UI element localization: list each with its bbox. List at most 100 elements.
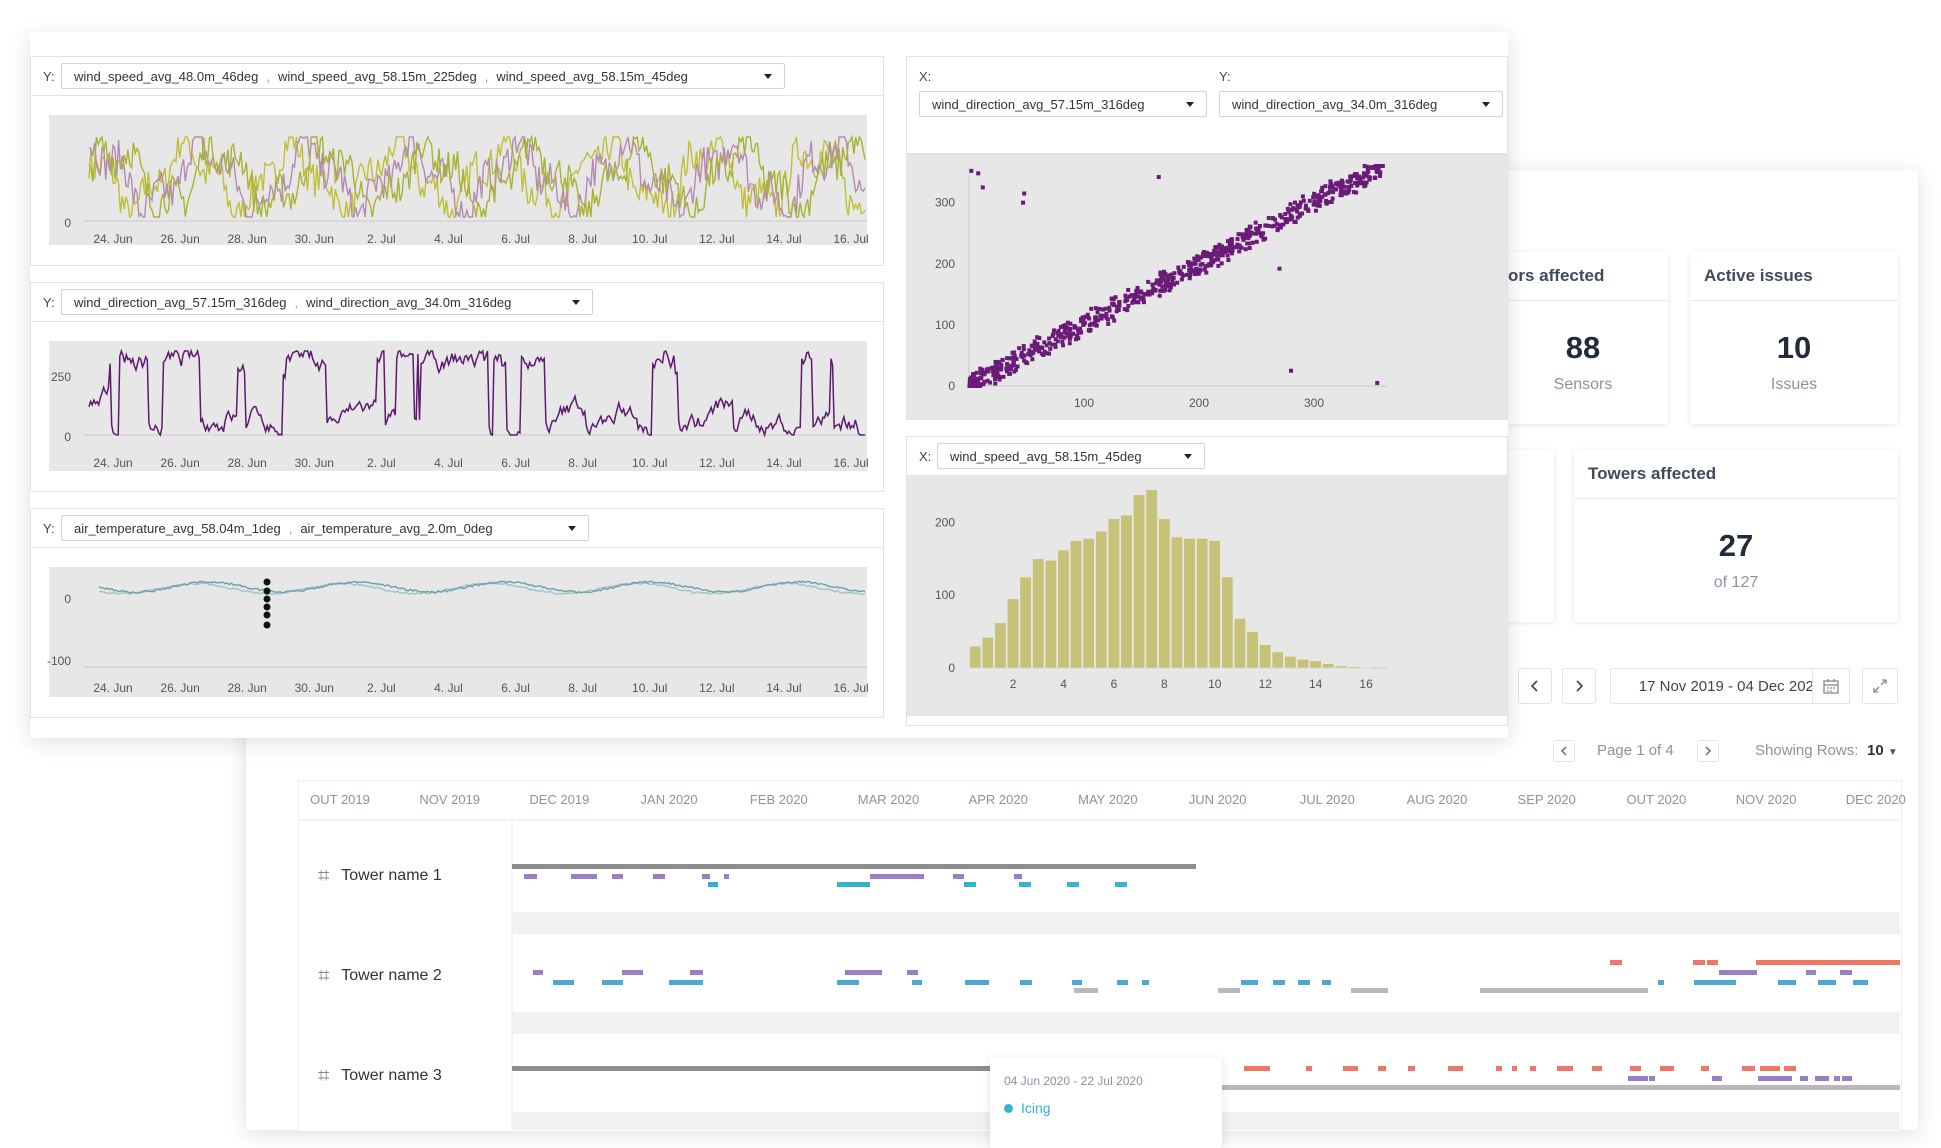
scatter-point <box>1035 346 1040 351</box>
scatter-point <box>1202 267 1207 272</box>
histogram-bar <box>1221 576 1234 669</box>
scatter-point <box>1110 296 1115 301</box>
scatter-point <box>1361 171 1366 176</box>
chart-plot: 0 -100 24. Jun 26. Jun 28. Jun 30. Jun 2. Jul 4… <box>47 578 869 695</box>
scatter-point <box>1103 306 1108 311</box>
scatter-point <box>1151 286 1156 291</box>
gantt-bar <box>964 882 976 887</box>
gantt-month-label: JUN 2020 <box>1188 792 1247 807</box>
scatter-point <box>1055 330 1060 335</box>
expand-button[interactable] <box>1862 668 1898 704</box>
series-tag: air_temperature_avg_2.0m_0deg <box>300 520 493 536</box>
scatter-point <box>1266 215 1271 220</box>
scatter-point <box>1342 184 1347 189</box>
scatter-point <box>978 370 983 375</box>
scatter-point <box>1082 320 1087 325</box>
scatter-point <box>1042 340 1047 345</box>
x-tick-label: 16 <box>1359 677 1373 691</box>
scatter-point <box>1241 237 1246 242</box>
histogram-bar <box>969 645 982 669</box>
gantt-bar <box>533 970 543 975</box>
scatter-point <box>1160 284 1165 289</box>
scatter-point <box>1328 179 1333 184</box>
gantt-bar <box>1660 1066 1674 1071</box>
scatter-point <box>1358 178 1363 183</box>
scatter-point <box>1266 223 1271 228</box>
gantt-bar <box>1222 1085 1900 1090</box>
scatter-point <box>1292 200 1297 205</box>
scatter-point <box>1005 369 1010 374</box>
scatter-point <box>1000 357 1005 362</box>
scatter-point <box>1274 221 1279 226</box>
scatter-point <box>1326 200 1331 205</box>
gantt-bar <box>1628 1076 1648 1081</box>
x-tick-label: 200 <box>1189 396 1209 410</box>
scatter-point <box>1052 328 1057 333</box>
scatter-point <box>1138 296 1143 301</box>
scatter-point <box>985 378 990 383</box>
scatter-point <box>1167 288 1172 293</box>
gantt-bar <box>1117 980 1128 985</box>
rows-select[interactable]: 10 ▼ <box>1867 742 1898 759</box>
scatter-point <box>1064 331 1069 336</box>
series-tag: wind_speed_avg_58.15m_45deg <box>496 68 688 84</box>
series-select[interactable]: wind_direction_avg_57.15m_316deg, wind_d… <box>61 289 593 315</box>
scatter-point <box>1098 313 1103 318</box>
series-select[interactable]: air_temperature_avg_58.04m_1deg, air_tem… <box>61 515 589 541</box>
scatter-point <box>992 377 997 382</box>
gantt-bar <box>953 874 964 879</box>
gantt-bar <box>1806 970 1816 975</box>
air-temperature-chart: Y: air_temperature_avg_58.04m_1deg, air_… <box>30 508 884 718</box>
x-series-select[interactable]: wind_direction_avg_57.15m_316deg <box>919 91 1207 117</box>
date-range-field[interactable]: 17 Nov 2019 - 04 Dec 2020 <box>1610 668 1850 704</box>
gantt-bar <box>1742 1066 1755 1071</box>
scatter-point <box>1294 207 1299 212</box>
x-tick-label: 12. Jul <box>699 456 734 470</box>
next-range-button[interactable] <box>1562 668 1596 704</box>
scatter-point <box>1150 291 1155 296</box>
scatter-point <box>981 370 986 375</box>
scatter-point <box>1373 164 1378 168</box>
scatter-point <box>1150 282 1155 287</box>
gantt-bar <box>845 970 882 975</box>
date-range-text: 17 Nov 2019 - 04 Dec 2020 <box>1638 677 1823 695</box>
series-tag: wind_direction_avg_34.0m_316deg <box>306 294 512 310</box>
sensors-affected-card: ors affected 88 Sensors <box>1498 252 1668 424</box>
scatter-point <box>1146 289 1151 294</box>
scatter-point <box>1346 184 1351 189</box>
scatter-point <box>1015 364 1020 369</box>
scatter-point <box>1263 236 1268 241</box>
series-select[interactable]: wind_speed_avg_48.0m_46deg, wind_speed_a… <box>61 63 785 89</box>
calendar-button[interactable] <box>1812 668 1850 704</box>
scatter-point <box>1067 336 1072 341</box>
x-tick-label: 24. Jun <box>93 681 132 695</box>
x-series-select[interactable]: wind_speed_avg_58.15m_45deg <box>937 443 1205 469</box>
scatter-point <box>1320 185 1325 190</box>
scatter-point <box>1380 164 1385 168</box>
scatter-point <box>1068 334 1073 339</box>
gantt-bar <box>1853 980 1868 985</box>
scatter-point <box>1166 281 1171 286</box>
x-tick-label: 14 <box>1309 677 1323 691</box>
scatter-point <box>1158 270 1163 275</box>
y-tick-label: 0 <box>948 661 955 675</box>
x-tick-label: 28. Jun <box>227 681 266 695</box>
scatter-point <box>1375 170 1380 175</box>
next-page-button[interactable] <box>1697 740 1719 762</box>
scatter-point <box>1362 173 1367 178</box>
scatter-point <box>1256 230 1261 235</box>
scatter-point <box>1327 185 1332 190</box>
prev-page-button[interactable] <box>1553 740 1575 762</box>
x-tick-label: 4. Jul <box>434 232 463 246</box>
prev-range-button[interactable] <box>1518 668 1552 704</box>
scatter-point <box>1334 181 1339 186</box>
scatter-point <box>1076 330 1081 335</box>
scatter-point <box>1316 200 1321 205</box>
gantt-month-label: JAN 2020 <box>640 792 698 807</box>
x-tick-label: 12 <box>1259 677 1273 691</box>
y-series-select[interactable]: wind_direction_avg_34.0m_316deg <box>1219 91 1503 117</box>
gantt-month-label: MAR 2020 <box>857 792 920 807</box>
wind-speed-chart: Y: wind_speed_avg_48.0m_46deg, wind_spee… <box>30 56 884 266</box>
gantt-row-label: ⌗ Tower name 1 <box>298 846 512 906</box>
scatter-point <box>1375 380 1380 385</box>
